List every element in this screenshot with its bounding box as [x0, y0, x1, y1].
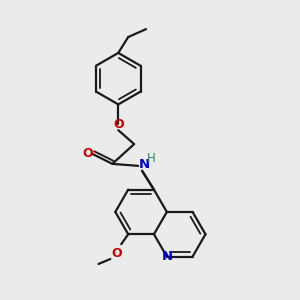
- Text: O: O: [111, 247, 122, 260]
- Text: N: N: [161, 250, 172, 263]
- Text: N: N: [139, 158, 150, 171]
- Text: O: O: [82, 147, 93, 160]
- Text: H: H: [147, 152, 156, 165]
- Text: O: O: [113, 118, 124, 131]
